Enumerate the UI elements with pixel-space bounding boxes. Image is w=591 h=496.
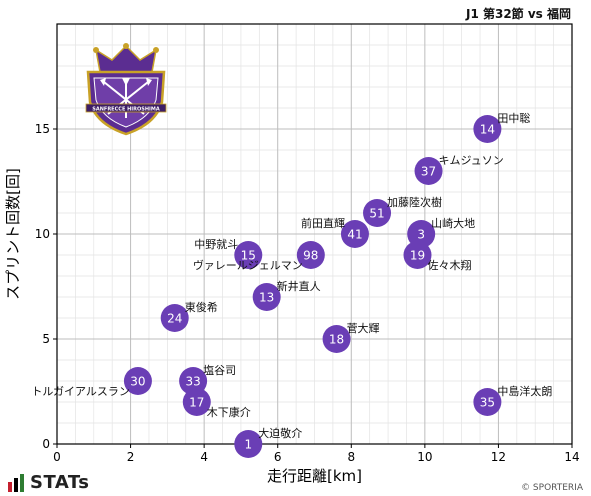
player-point (296, 241, 325, 269)
player-point (234, 241, 263, 269)
sanfrecce-hiroshima-crest-icon: SANFRECCE HIROSHIMA (85, 43, 167, 136)
player-name-label: トルガイアルスラン (31, 385, 130, 398)
player-name-label: 木下康介 (207, 405, 251, 419)
player-number: 24 (167, 312, 182, 326)
y-axis-ticks: 0 5 10 15 (35, 122, 57, 451)
player-name-label: キムジュソン (439, 154, 504, 167)
y-tick-label: 5 (42, 332, 50, 346)
player-name-label: 大迫敬介 (258, 426, 302, 440)
stats-logo: STATs (8, 474, 89, 492)
x-tick-label: 2 (127, 450, 135, 464)
player-name-label: 加藤陸次樹 (387, 195, 442, 209)
y-tick-label: 15 (35, 122, 50, 136)
player-number: 30 (130, 375, 145, 389)
player-point (123, 367, 152, 395)
stats-brand: STATs (30, 472, 90, 493)
player-name-label: 山崎大地 (431, 216, 475, 230)
player-number: 33 (185, 375, 200, 389)
player-point (160, 304, 189, 332)
player-number: 37 (421, 165, 436, 179)
player-number: 18 (329, 333, 344, 347)
x-tick-label: 0 (53, 450, 61, 464)
x-tick-label: 14 (564, 450, 579, 464)
x-tick-label: 6 (274, 450, 282, 464)
player-point (340, 220, 369, 248)
player-point (234, 430, 263, 458)
y-axis-label: スプリント回数[回] (4, 168, 22, 300)
player-number: 41 (347, 228, 362, 242)
player-point (182, 388, 211, 416)
player-point (252, 283, 281, 311)
x-tick-label: 12 (491, 450, 506, 464)
player-number: 17 (189, 396, 204, 410)
x-tick-label: 10 (417, 450, 432, 464)
player-point (363, 199, 392, 227)
crest-text: SANFRECCE HIROSHIMA (92, 107, 160, 113)
x-tick-label: 8 (347, 450, 355, 464)
player-name-label: 田中聡 (497, 111, 530, 125)
player-number: 51 (369, 207, 384, 221)
player-number: 14 (480, 123, 495, 137)
player-number: 35 (480, 396, 495, 410)
player-point (403, 241, 432, 269)
x-axis-label: 走行距離[km] (267, 467, 362, 485)
player-name-label: 中野就斗 (194, 237, 238, 251)
player-point (322, 325, 351, 353)
player-point (473, 115, 502, 143)
y-tick-label: 10 (35, 227, 50, 241)
player-number: 1 (244, 438, 252, 452)
player-name-label: 新井直人 (277, 279, 321, 293)
y-tick-label: 0 (42, 437, 50, 451)
player-name-label: 佐々木翔 (428, 258, 472, 272)
stats-bars-icon (8, 474, 24, 492)
player-point (407, 220, 436, 248)
player-point (473, 388, 502, 416)
x-tick-label: 4 (200, 450, 208, 464)
player-name-label: 前田直輝 (301, 216, 345, 230)
player-number: 98 (303, 249, 318, 263)
player-name-label: 中島洋太朗 (497, 384, 552, 398)
player-name-label: 塩谷司 (203, 363, 236, 377)
player-point (179, 367, 208, 395)
player-number: 15 (241, 249, 256, 263)
player-number: 3 (417, 228, 425, 242)
player-point (414, 157, 443, 185)
data-points: 14田中聡37キムジュソン51加藤陸次樹41前田直輝3山崎大地15中野就斗98ヴ… (31, 111, 552, 458)
player-name-label: 東俊希 (185, 300, 218, 314)
player-number: 19 (410, 249, 425, 263)
match-title: J1 第32節 vs 福岡 (465, 7, 571, 21)
player-number: 13 (259, 291, 274, 305)
player-name-label: 菅大輝 (347, 321, 380, 335)
x-axis-ticks: 0 2 4 6 8 10 12 14 (53, 444, 580, 464)
copyright-credit: © SPORTERIA (521, 483, 583, 493)
player-name-label: ヴァレールジェルマン (193, 258, 303, 272)
